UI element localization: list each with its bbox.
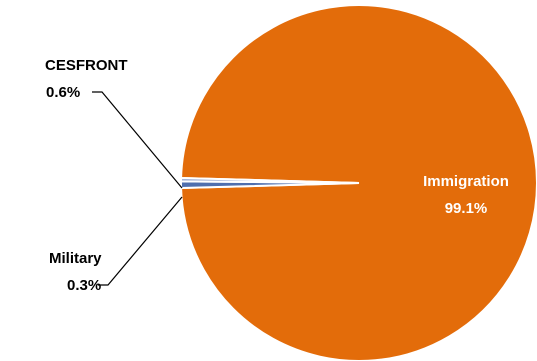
leader-line-military [98,196,183,286]
slice-value-immigration: 99.1% [445,200,488,217]
leader-lines [92,91,183,286]
pie-slice-military [179,176,360,184]
slice-label-military: Military [49,250,102,267]
leader-line-cesfront [92,91,183,189]
slice-label-cesfront: CESFRONT [45,57,128,74]
slice-value-cesfront: 0.6% [46,84,80,101]
slice-value-military: 0.3% [67,277,101,294]
slice-label-immigration: Immigration [423,173,509,190]
